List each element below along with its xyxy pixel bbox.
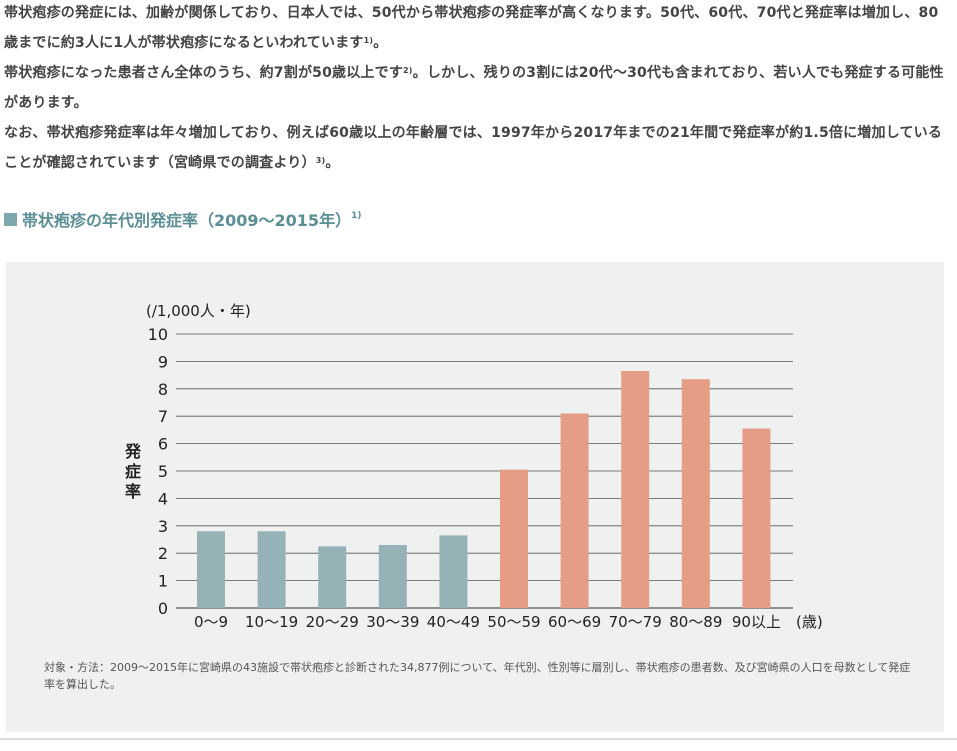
intro-paragraph-1: 帯状疱疹の発症には、加齢が関係しており、日本人では、50代から帯状疱疹の発症率が…	[4, 0, 944, 58]
y-tick-label: 0	[158, 599, 168, 618]
method-note: 対象・方法：2009～2015年に宮崎県の43施設で帯状疱疹と診断された34,8…	[44, 661, 911, 691]
bar	[500, 469, 528, 608]
section-heading: 帯状疱疹の年代別発症率（2009～2015年） 1)	[4, 207, 361, 231]
bar	[197, 531, 225, 608]
y-tick-label: 4	[158, 489, 168, 508]
intro-paragraph-3: なお、帯状疱疹発症率は年々増加しており、例えば60歳以上の年齢層では、1997年…	[4, 118, 944, 178]
paragraph-2-end: 。しかし、残りの3割には20代～30代も含まれており、若い人でも発症する可能性が…	[4, 65, 944, 111]
bar	[742, 428, 771, 608]
x-tick-label: 20～29	[306, 613, 359, 631]
x-tick-label: 90以上	[732, 613, 781, 631]
x-tick-label: 80～89	[669, 613, 722, 631]
x-tick-label: 60～69	[548, 613, 601, 631]
x-tick-label: 30～39	[366, 613, 419, 631]
reference-3: 3)	[315, 156, 326, 165]
reference-1: 1)	[363, 36, 374, 45]
paragraph-3-end: 。	[325, 155, 340, 171]
y-tick-label: 5	[158, 462, 168, 481]
y-axis-label: 発症率	[124, 442, 142, 501]
x-tick-label: 70～79	[609, 613, 662, 631]
y-tick-label: 10	[148, 325, 168, 344]
y-tick-label: 3	[158, 517, 168, 536]
y-tick-label: 6	[158, 435, 168, 454]
paragraph-2-text: 帯状疱疹になった患者さん全体のうち、約7割が50歳以上です	[4, 65, 404, 81]
square-bullet-icon	[4, 212, 17, 226]
bar	[621, 370, 650, 608]
paragraph-3-text: なお、帯状疱疹発症率は年々増加しており、例えば60歳以上の年齢層では、1997年…	[4, 125, 943, 171]
x-tick-label: 10～19	[245, 613, 298, 631]
y-tick-label: 7	[158, 407, 168, 426]
y-tick-label: 8	[158, 380, 168, 399]
section-title-text: 帯状疱疹の年代別発症率（2009～2015年）	[22, 211, 352, 230]
bar	[439, 535, 468, 608]
paragraph-1-end: 。	[373, 35, 388, 51]
y-tick-label: 1	[158, 572, 168, 591]
x-axis-unit: (歳)	[796, 613, 823, 631]
x-tick-label: 50～59	[487, 613, 540, 631]
bar	[318, 546, 347, 608]
intro-paragraph-2: 帯状疱疹になった患者さん全体のうち、約7割が50歳以上です2)。しかし、残りの3…	[4, 58, 944, 118]
y-tick-label: 2	[158, 544, 168, 563]
y-axis-unit: (/1,000人・年)	[146, 302, 251, 320]
reference-2: 2)	[403, 66, 413, 75]
x-tick-label: 40～49	[427, 613, 480, 631]
bar	[378, 544, 407, 608]
section-reference: 1)	[351, 211, 362, 221]
bottom-divider	[0, 738, 957, 740]
bar	[560, 413, 589, 608]
x-tick-label: 0～9	[194, 613, 228, 631]
bar	[257, 531, 286, 608]
paragraph-1-text: 帯状疱疹の発症には、加齢が関係しており、日本人では、50代から帯状疱疹の発症率が…	[4, 5, 939, 51]
chart-panel	[6, 262, 944, 732]
y-tick-label: 9	[158, 352, 168, 371]
bar	[681, 379, 710, 608]
